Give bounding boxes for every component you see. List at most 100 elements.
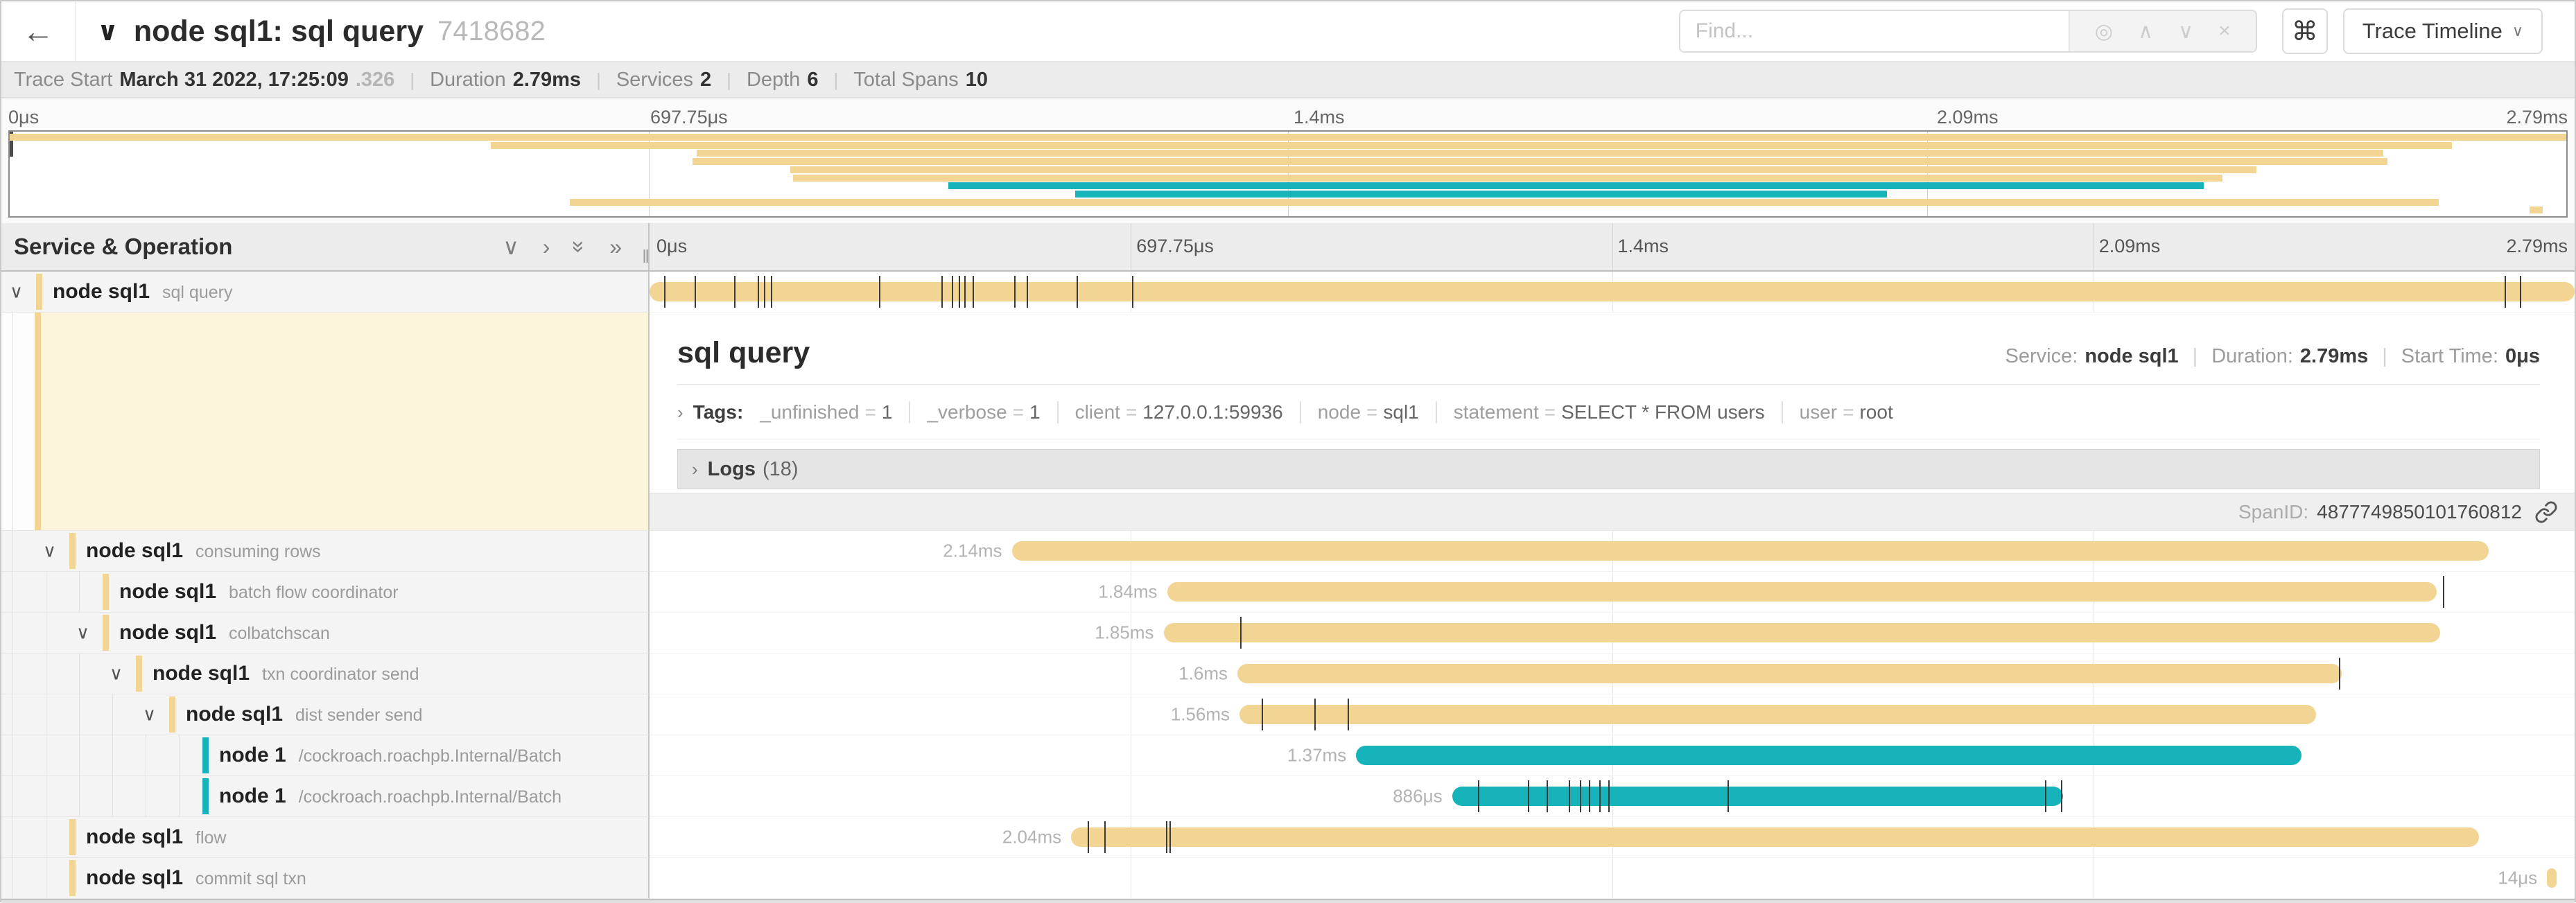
span-tree-cell[interactable]: ∨ node sql1 consuming rows [1, 531, 650, 572]
log-marker[interactable] [964, 276, 966, 308]
log-marker[interactable] [663, 276, 665, 308]
log-marker[interactable] [1579, 780, 1581, 812]
locate-icon[interactable]: ◎ [2094, 19, 2113, 43]
keyboard-shortcuts-button[interactable]: ⌘ [2281, 8, 2328, 54]
span-timeline-cell[interactable]: 1.56ms [650, 694, 2575, 735]
span-timeline-cell[interactable]: 886μs [650, 776, 2575, 817]
log-marker[interactable] [771, 276, 773, 308]
log-marker[interactable] [1169, 821, 1172, 853]
span-row[interactable]: node sql1 batch flow coordinator 1.84ms [1, 572, 2575, 613]
log-marker[interactable] [1348, 699, 1350, 730]
collapse-all-icon[interactable]: » [567, 240, 593, 253]
span-row[interactable]: ∨ node sql1 consuming rows 2.14ms [1, 531, 2575, 572]
span-timeline-cell[interactable]: 2.14ms [650, 531, 2575, 572]
span-tree-cell[interactable]: node 1/cockroach.roachpb.Internal/Batch [1, 735, 650, 776]
log-marker[interactable] [972, 276, 974, 308]
minimap-drag-handle[interactable] [10, 132, 13, 157]
back-button[interactable]: ← [1, 1, 76, 61]
prev-result-icon[interactable]: ∧ [2138, 19, 2154, 43]
span-tree-cell[interactable]: ∨ node sql1 colbatchscan [1, 613, 650, 654]
span-row[interactable]: node sql1 flow 2.04ms [1, 817, 2575, 858]
minimap-canvas[interactable] [8, 130, 2568, 218]
expand-all-icon[interactable]: » [609, 234, 622, 259]
log-marker[interactable] [764, 276, 766, 308]
span-bar[interactable] [1163, 623, 2440, 642]
logs-accordion[interactable]: › Logs (18) [677, 449, 2540, 489]
log-marker[interactable] [1104, 821, 1106, 853]
log-marker[interactable] [1599, 780, 1601, 812]
span-tree-cell[interactable]: node sql1 batch flow coordinator [1, 572, 650, 613]
span-bar[interactable] [1356, 746, 2301, 765]
trace-collapse-chevron-icon[interactable]: ∨ [97, 17, 119, 46]
copy-link-icon[interactable] [2534, 500, 2558, 524]
log-marker[interactable] [2044, 780, 2046, 812]
span-timeline-cell[interactable]: 1.37ms [650, 735, 2575, 776]
span-bar[interactable] [1167, 582, 2437, 602]
span-row[interactable]: node 1/cockroach.roachpb.Internal/Batch 8… [1, 776, 2575, 817]
log-marker[interactable] [1013, 276, 1016, 308]
span-tree-cell[interactable]: ∨ node sql1 txn coordinator send [1, 654, 650, 694]
log-marker[interactable] [1727, 780, 1729, 812]
log-marker[interactable] [758, 276, 760, 308]
span-expander-chevron-icon[interactable]: ∨ [76, 622, 90, 643]
span-bar[interactable] [650, 282, 2575, 301]
log-marker[interactable] [1077, 276, 1079, 308]
log-marker[interactable] [1261, 699, 1263, 730]
span-expander-chevron-icon[interactable]: ∨ [10, 281, 24, 302]
span-timeline-cell[interactable] [650, 272, 2575, 313]
log-marker[interactable] [734, 276, 736, 308]
span-timeline-cell[interactable]: 1.85ms [650, 613, 2575, 654]
span-row[interactable]: node 1/cockroach.roachpb.Internal/Batch 1… [1, 735, 2575, 776]
span-expander-chevron-icon[interactable]: ∨ [143, 703, 157, 725]
log-marker[interactable] [951, 276, 953, 308]
span-tree-cell[interactable]: ∨ node sql1 dist sender send [1, 694, 650, 735]
log-marker[interactable] [2505, 276, 2507, 308]
span-tree-cell[interactable]: node sql1 flow [1, 817, 650, 858]
log-marker[interactable] [1131, 276, 1133, 308]
log-marker[interactable] [1027, 276, 1029, 308]
panel-resize-grip[interactable]: ‖ [642, 246, 650, 267]
log-marker[interactable] [1088, 821, 1090, 853]
span-row[interactable]: ∨ node sql1 sql query [1, 272, 2575, 313]
log-marker[interactable] [1588, 780, 1590, 812]
log-marker[interactable] [1165, 821, 1167, 853]
log-marker[interactable] [2520, 276, 2522, 308]
log-marker[interactable] [1528, 780, 1530, 812]
log-marker[interactable] [941, 276, 943, 308]
span-expander-chevron-icon[interactable]: ∨ [43, 540, 57, 561]
span-bar[interactable] [1011, 541, 2489, 561]
log-marker[interactable] [2061, 780, 2063, 812]
span-row[interactable]: ∨ node sql1 txn coordinator send 1.6ms [1, 654, 2575, 694]
span-row[interactable]: ∨ node sql1 colbatchscan 1.85ms [1, 613, 2575, 654]
log-marker[interactable] [1240, 617, 1242, 649]
view-selector-button[interactable]: Trace Timeline ∨ [2342, 8, 2543, 54]
log-marker[interactable] [1478, 780, 1480, 812]
log-marker[interactable] [1608, 780, 1610, 812]
log-marker[interactable] [694, 276, 696, 308]
span-bar[interactable] [1239, 705, 2316, 724]
tags-accordion[interactable]: › Tags: _unfinished = 1 _verbose = 1 client = 12… [677, 401, 2540, 439]
next-result-icon[interactable]: ∨ [2178, 19, 2194, 43]
log-marker[interactable] [2442, 576, 2444, 608]
span-timeline-cell[interactable]: 2.04ms [650, 817, 2575, 858]
span-bar[interactable] [1452, 787, 2064, 806]
span-timeline-cell[interactable]: 1.6ms [650, 654, 2575, 694]
span-bar[interactable] [1071, 827, 2479, 847]
log-marker[interactable] [1546, 780, 1548, 812]
span-bar[interactable] [1237, 664, 2342, 683]
span-tree-cell[interactable]: node sql1 commit sql txn [1, 858, 650, 899]
span-timeline-cell[interactable]: 14μs [650, 858, 2575, 899]
span-bar[interactable] [2547, 868, 2557, 888]
span-tree-cell[interactable]: ∨ node sql1 sql query [1, 272, 650, 313]
span-row[interactable]: ∨ node sql1 dist sender send 1.56ms [1, 694, 2575, 735]
collapse-one-icon[interactable]: ∨ [503, 234, 519, 259]
span-row[interactable]: node sql1 commit sql txn 14μs [1, 858, 2575, 899]
span-expander-chevron-icon[interactable]: ∨ [110, 663, 123, 684]
log-marker[interactable] [2338, 658, 2340, 690]
expand-one-icon[interactable]: › [542, 234, 550, 259]
log-marker[interactable] [1568, 780, 1570, 812]
span-timeline-cell[interactable]: 1.84ms [650, 572, 2575, 613]
clear-search-icon[interactable]: × [2218, 19, 2231, 42]
log-marker[interactable] [958, 276, 960, 308]
log-marker[interactable] [1314, 699, 1316, 730]
